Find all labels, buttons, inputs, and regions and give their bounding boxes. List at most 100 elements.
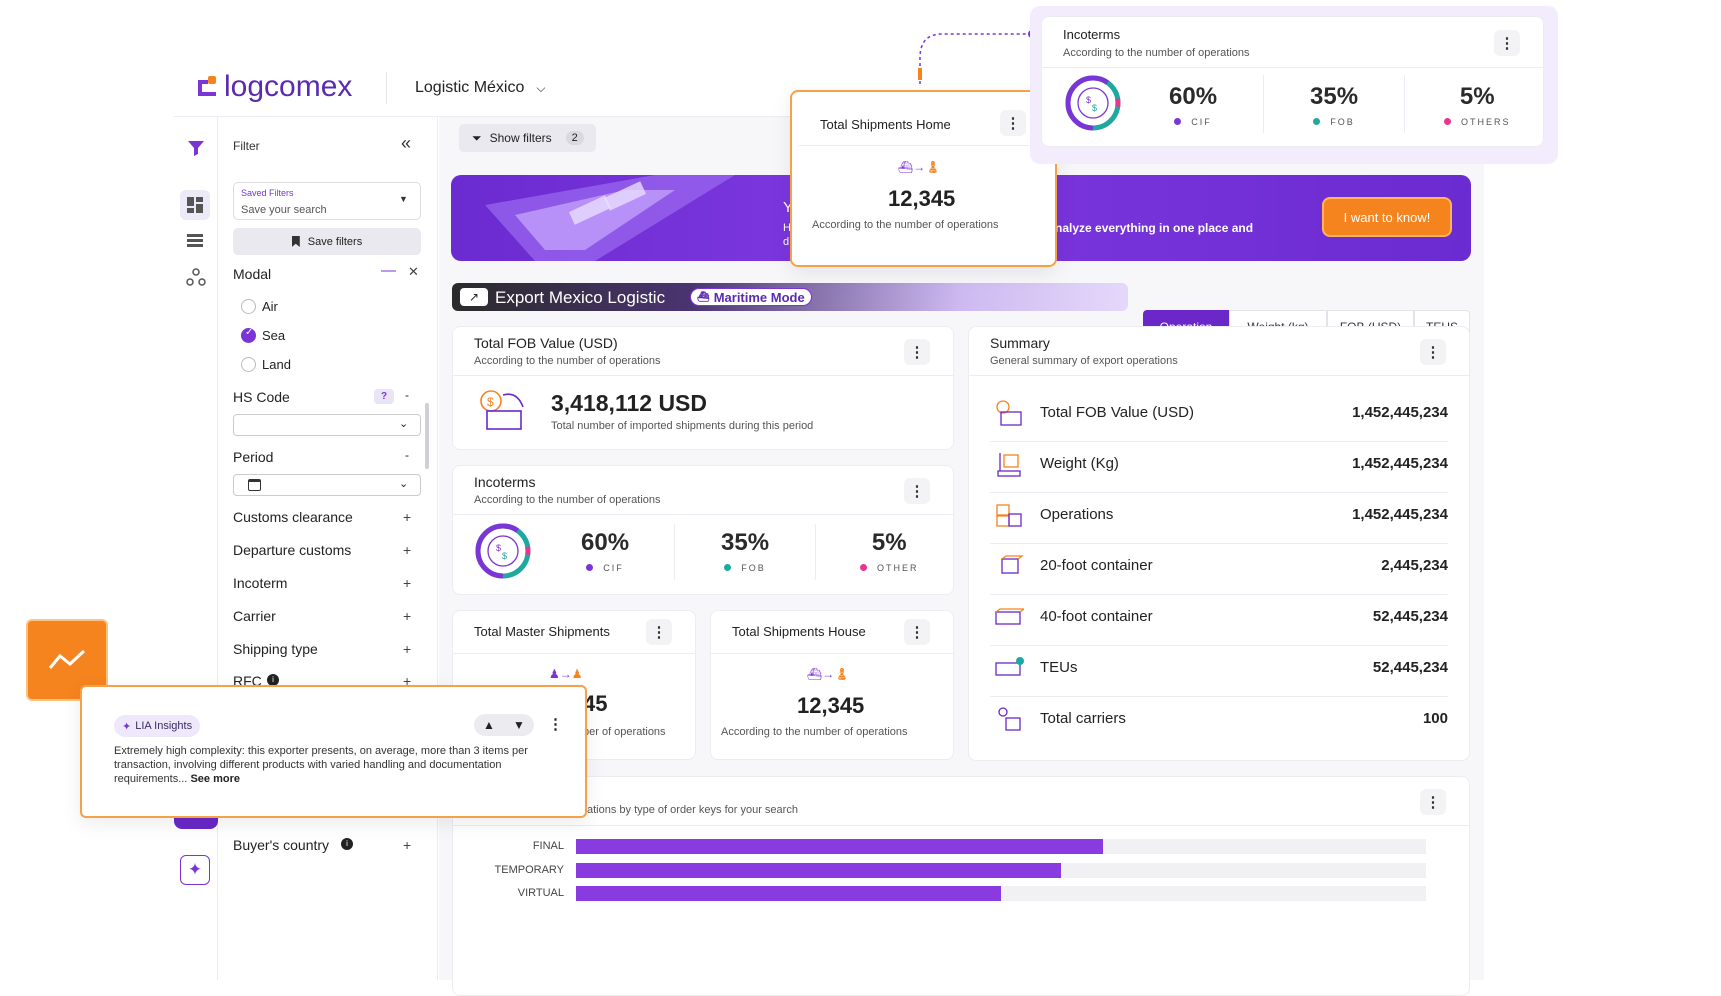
expand-icon[interactable]: + <box>403 509 412 525</box>
summary-row-teus: TEUs 52,445,234 <box>990 641 1448 697</box>
collapse-icon[interactable]: - <box>405 388 409 402</box>
filter-departure-customs[interactable]: Departure customs <box>233 542 352 558</box>
fob-label: FOB <box>1330 117 1355 127</box>
carriers-icon <box>998 707 1021 731</box>
scrollbar[interactable] <box>425 403 429 469</box>
svg-text:$: $ <box>496 543 501 553</box>
lia-body: Extremely high complexity: this exporter… <box>114 745 528 785</box>
radio-sea[interactable]: ✓ <box>241 327 256 343</box>
thumbs-up-icon[interactable]: ▲ <box>483 718 495 732</box>
radio-air[interactable] <box>241 299 256 314</box>
saved-filters-select[interactable]: Saved Filters Save your search ▼ <box>233 182 421 220</box>
list-icon[interactable] <box>187 234 203 248</box>
lia-badge: ✦ LIA Insights <box>114 715 201 737</box>
hs-code-select[interactable]: ⌄ <box>233 414 421 436</box>
show-filters-button[interactable]: ⏷ Show filters 2 <box>459 124 596 152</box>
dashboard-icon[interactable] <box>180 190 210 220</box>
more-options-icon[interactable]: ⋮ <box>548 716 563 733</box>
workspace-selector[interactable]: Logistic México ⌵ <box>415 79 545 97</box>
network-icon[interactable] <box>186 267 206 287</box>
lia-text: Extremely high complexity: this exporter… <box>114 744 554 786</box>
see-more-link[interactable]: See more <box>190 773 240 785</box>
other-label: OTHER <box>877 563 919 573</box>
close-icon[interactable]: ✕ <box>408 264 419 279</box>
banner-text: nalyze everything in one place and <box>1055 221 1254 235</box>
expand-icon[interactable]: + <box>403 641 412 657</box>
summary-label: Weight (Kg) <box>1040 455 1119 472</box>
i-want-to-know-button[interactable]: I want to know! <box>1324 199 1450 235</box>
collapse-icon[interactable]: - <box>405 448 409 462</box>
incoterm-cif: 60% CIF <box>581 529 629 573</box>
filter-icon[interactable] <box>187 139 205 157</box>
summary-row-weight: Weight (Kg) 1,452,445,234 <box>990 437 1448 493</box>
expand-icon[interactable]: + <box>403 575 412 591</box>
radio-land-label: Land <box>262 357 291 372</box>
master-value: 45 <box>583 691 608 716</box>
summary-row-carriers: Total carriers 100 <box>990 692 1448 748</box>
more-options-button[interactable]: ⋮ <box>646 619 672 645</box>
more-options-button[interactable]: ⋮ <box>904 478 930 504</box>
period-select[interactable]: ⌄ <box>233 474 421 496</box>
svg-text:$: $ <box>487 395 494 409</box>
summary-label: 20-foot container <box>1040 557 1153 574</box>
bar-label: FINAL <box>532 840 564 852</box>
svg-text:$: $ <box>1086 95 1091 105</box>
more-options-button[interactable]: ⋮ <box>1420 339 1446 365</box>
incoterms-popout: Incoterms According to the number of ope… <box>1041 16 1544 147</box>
collapse-panel-icon[interactable]: « <box>401 133 412 153</box>
filter-carrier[interactable]: Carrier <box>233 608 276 624</box>
more-options-button[interactable]: ⋮ <box>904 619 930 645</box>
logo[interactable]: logcomex <box>194 70 352 104</box>
bookmark-icon <box>291 236 300 247</box>
filter-buyers-country[interactable]: Buyer's country <box>233 837 330 853</box>
more-options-button[interactable]: ⋮ <box>1420 789 1446 815</box>
summary-row-20ft: 20-foot container 2,445,234 <box>990 539 1448 595</box>
sparkle-icon: ✦ <box>122 720 132 733</box>
more-options-button[interactable]: ⋮ <box>904 339 930 365</box>
banner-text-left-2: H <box>783 222 791 234</box>
summary-label: Operations <box>1040 506 1114 523</box>
expand-icon[interactable]: + <box>403 673 412 689</box>
donut-chart: $ $ <box>1065 75 1121 131</box>
expand-icon[interactable]: + <box>403 608 412 624</box>
more-options-button[interactable]: ⋮ <box>1494 30 1520 56</box>
help-icon[interactable]: ? <box>374 389 394 404</box>
modal-title: Modal <box>233 266 272 282</box>
collapse-icon[interactable]: — <box>381 262 396 279</box>
bar-track <box>576 863 1426 878</box>
expand-icon[interactable]: + <box>403 542 412 558</box>
filter-incoterm[interactable]: Incoterm <box>233 575 288 591</box>
fob-subtitle: According to the number of operations <box>474 355 661 367</box>
summary-value: 100 <box>1422 710 1448 727</box>
more-options-button[interactable]: ⋮ <box>1000 110 1026 136</box>
money-box-icon: $ <box>480 390 524 430</box>
expand-icon[interactable]: + <box>403 837 412 853</box>
summary-row-40ft: 40-foot container 52,445,234 <box>990 590 1448 646</box>
filter-shipping-type[interactable]: Shipping type <box>233 641 318 657</box>
radio-land[interactable] <box>241 357 256 372</box>
divider <box>453 514 953 515</box>
filter-customs-clearance[interactable]: Customs clearance <box>233 509 353 525</box>
summary-value: 1,452,445,234 <box>1352 455 1448 472</box>
trend-line-icon <box>48 649 86 669</box>
saved-filters-label: Saved Filters <box>241 188 294 198</box>
filter-panel: Filter « Saved Filters Save your search … <box>218 117 438 980</box>
incoterms-subtitle: According to the number of operations <box>1063 47 1250 59</box>
info-icon: i <box>267 674 279 686</box>
sparkle-icon[interactable]: ✦ <box>180 855 210 885</box>
home-value: 12,345 <box>888 186 956 211</box>
scale-icon <box>997 453 1021 477</box>
section-title: Export Mexico Logistic <box>495 288 666 307</box>
fob-title: Total FOB Value (USD) <box>474 335 618 351</box>
svg-text:$: $ <box>1092 103 1097 113</box>
svg-text:$: $ <box>502 551 507 561</box>
chevron-down-icon: ⌵ <box>536 80 546 95</box>
house-shipments-card: Total Shipments House ⋮ ⛴→♟ 12,345 Accor… <box>710 610 954 760</box>
master-title: Total Master Shipments <box>474 624 610 639</box>
connector-line <box>918 30 1036 84</box>
thumbs-down-icon[interactable]: ▼ <box>513 718 525 732</box>
ship-to-people-icon: ⛴→♟ <box>898 160 941 174</box>
save-filters-button[interactable]: Save filters <box>233 228 421 255</box>
bar-label: TEMPORARY <box>494 864 564 876</box>
house-caption: According to the number of operations <box>721 726 908 738</box>
